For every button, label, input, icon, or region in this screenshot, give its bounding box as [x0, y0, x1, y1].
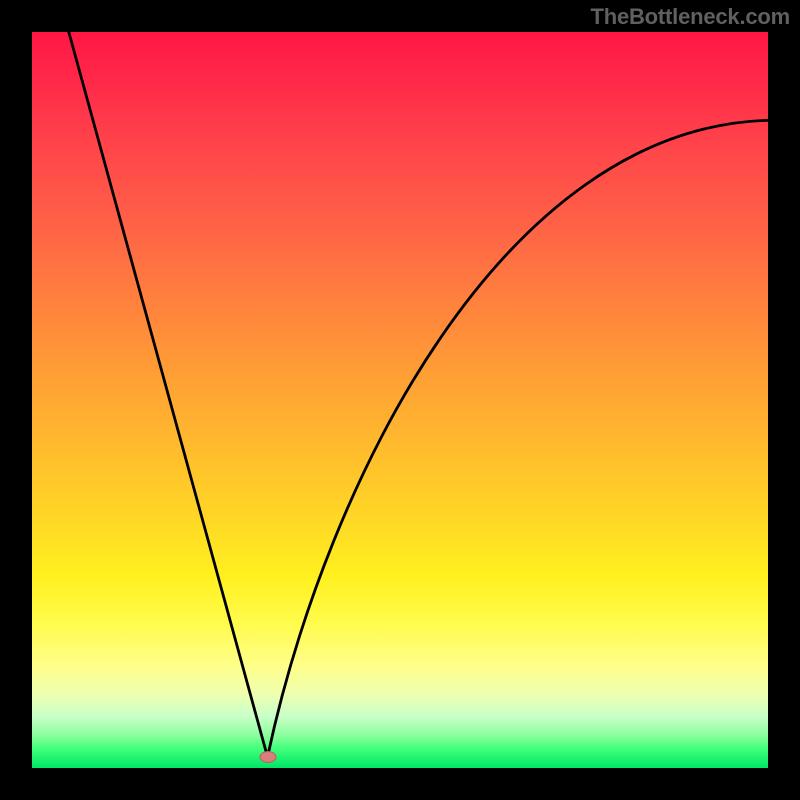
chart-frame: TheBottleneck.com [0, 0, 800, 800]
watermark-label: TheBottleneck.com [590, 4, 790, 30]
plot-area [32, 32, 768, 768]
sweetspot-marker [259, 751, 276, 763]
